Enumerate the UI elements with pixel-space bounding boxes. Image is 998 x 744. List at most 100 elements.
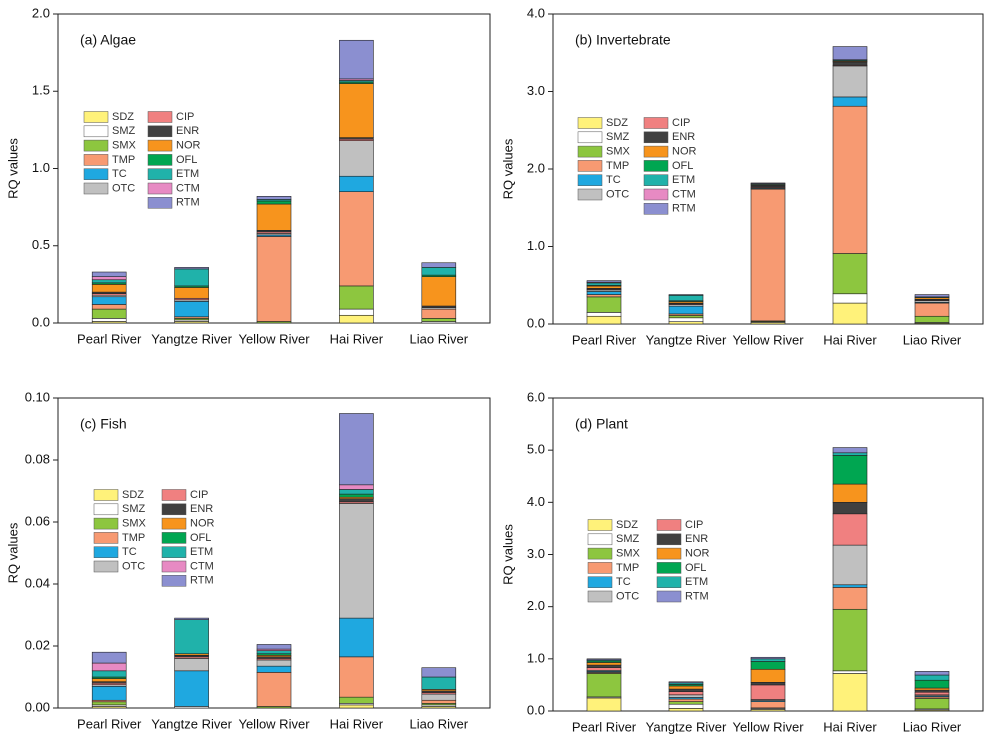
x-tick-label: Hai River (823, 719, 877, 734)
x-tick-label: Yellow River (238, 716, 310, 731)
legend-swatch (83, 139, 109, 152)
bar-segment (914, 674, 950, 681)
bar-segment (339, 39, 374, 80)
bar-segment (421, 308, 457, 319)
bar-segment (586, 312, 622, 317)
y-tick-label: 0.02 (25, 637, 50, 652)
legend-label: TC (616, 576, 631, 588)
bar-segment (832, 452, 868, 456)
bar-segment (832, 587, 868, 610)
legend-label: SMZ (112, 125, 136, 137)
y-tick-label: 0.06 (25, 513, 50, 528)
bar-segment (750, 188, 786, 322)
legend-swatch (643, 145, 669, 158)
x-tick-label: Liao River (410, 331, 469, 346)
legend-swatch (656, 533, 682, 546)
bar-segment (339, 704, 374, 709)
legend-swatch (161, 503, 187, 516)
x-tick-label: Liao River (410, 716, 469, 731)
bar-segment (421, 667, 457, 678)
legend-label: ENR (176, 125, 199, 137)
bar-segment (668, 691, 704, 696)
legend-label: OFL (685, 562, 706, 574)
legend-label: CIP (685, 519, 703, 531)
panel-title: (c) Fish (80, 416, 127, 432)
legend-swatch (656, 547, 682, 560)
legend-swatch (587, 590, 613, 603)
y-tick-label: 0.5 (32, 237, 50, 252)
bar-segment (750, 668, 786, 683)
legend-label: SMX (122, 518, 147, 530)
legend-swatch (643, 203, 669, 215)
bar-segment (668, 317, 704, 322)
bar-segment (339, 175, 374, 192)
bar-segment (91, 279, 127, 284)
bar-segment (668, 708, 704, 712)
bar-segment (832, 670, 868, 674)
legend-label: OTC (616, 590, 639, 602)
legend-swatch (93, 503, 119, 516)
legend-label: ENR (685, 533, 708, 545)
x-tick-label: Yangtze River (646, 332, 727, 347)
bar-segment (256, 644, 292, 650)
legend-swatch (93, 560, 119, 573)
bar-segment (174, 287, 209, 299)
x-tick-label: Pearl River (572, 332, 637, 347)
bar-segment (914, 671, 950, 676)
legend-label: SDZ (616, 519, 638, 531)
bar-segment (339, 498, 374, 503)
legend-label: SMX (616, 548, 641, 560)
bar-segment (339, 656, 374, 698)
legend-swatch (587, 562, 613, 574)
legend-swatch (147, 111, 173, 123)
legend-swatch (587, 576, 613, 588)
bar-segment (586, 658, 622, 661)
bar-segment (339, 617, 374, 658)
bar-segment (339, 489, 374, 495)
legend-swatch (577, 131, 603, 144)
legend-label: ETM (190, 546, 213, 558)
x-tick-label: Liao River (903, 332, 962, 347)
bar-segment (832, 447, 868, 454)
legend-swatch (656, 576, 682, 588)
bar-segment (832, 584, 868, 588)
bar-segment (832, 455, 868, 485)
bar-segment (586, 673, 622, 698)
legend-label: ETM (672, 174, 695, 186)
bar-segment (914, 294, 950, 298)
legend-label: SMX (112, 140, 137, 152)
legend-label: RTM (672, 203, 696, 215)
y-tick-label: 0.04 (25, 575, 50, 590)
bar-segment (750, 684, 786, 700)
legend-swatch (83, 154, 109, 166)
bar-segment (174, 617, 209, 620)
legend-label: CIP (176, 111, 194, 123)
y-tick-label: 1.0 (32, 160, 50, 175)
legend-label: TMP (122, 532, 145, 544)
bar-segment (832, 65, 868, 98)
legend-swatch (147, 154, 173, 166)
bar-segment (91, 284, 127, 293)
x-tick-label: Liao River (903, 719, 962, 734)
x-tick-label: Hai River (330, 331, 384, 346)
bar-segment (339, 314, 374, 324)
x-tick-label: Yellow River (732, 719, 804, 734)
x-tick-label: Yangtze River (151, 331, 232, 346)
y-tick-label: 0.0 (527, 315, 545, 330)
bar-segment (668, 321, 704, 325)
bar-segment (914, 687, 950, 691)
bar-segment (91, 271, 127, 277)
legend-label: TC (606, 174, 621, 186)
bar-segment (914, 302, 950, 317)
legend-label: SMZ (616, 533, 640, 545)
bar-segment (421, 676, 457, 690)
legend-swatch (161, 560, 187, 573)
bar-segment (750, 182, 786, 185)
legend-label: SMX (606, 146, 631, 158)
bar-segment (421, 262, 457, 268)
legend-swatch (161, 546, 187, 558)
legend-label: SDZ (112, 111, 134, 123)
legend-label: OFL (190, 532, 211, 544)
legend-label: OTC (606, 188, 629, 200)
bar-segment (174, 268, 209, 287)
